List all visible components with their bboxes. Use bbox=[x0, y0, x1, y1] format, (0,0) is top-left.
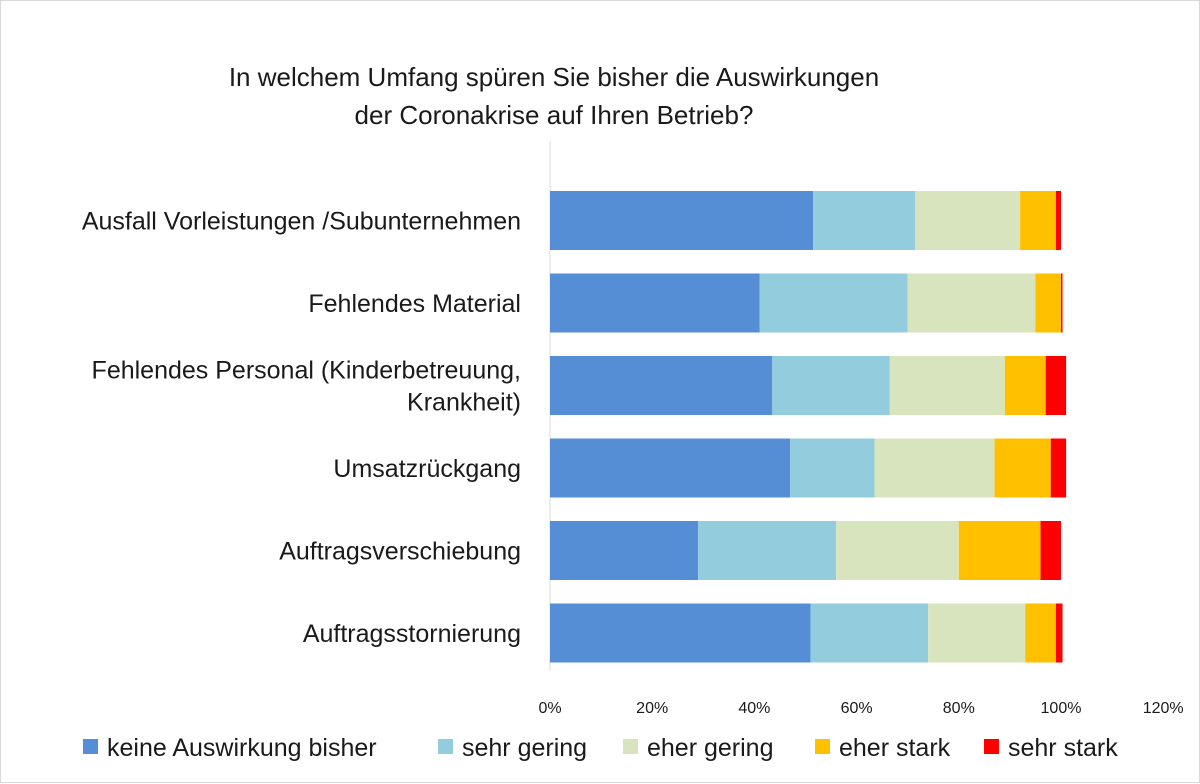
chart-title-line-1: In welchem Umfang spüren Sie bisher die … bbox=[229, 62, 879, 92]
legend-label-2: sehr gering bbox=[462, 734, 587, 762]
legend: keine Auswirkung bisher sehr gering eher g… bbox=[83, 734, 1118, 762]
bar-segment-5-4 bbox=[958, 521, 1041, 580]
bar-segment-2-1 bbox=[550, 273, 760, 333]
category-label-6: Auftragsstornierung bbox=[303, 620, 521, 648]
bar-segment-3-3 bbox=[889, 356, 1005, 415]
legend-label-3: eher gering bbox=[647, 734, 773, 762]
x-tick-label-1: 0% bbox=[538, 700, 561, 717]
bar-segment-6-1 bbox=[550, 603, 811, 663]
bars bbox=[550, 191, 1067, 663]
bar-segment-2-2 bbox=[759, 273, 908, 333]
x-tick-label-2: 20% bbox=[636, 700, 668, 717]
legend-label-1: keine Auswirkung bisher bbox=[107, 734, 377, 762]
category-label-1: Ausfall Vorleistungen /Subunternehmen bbox=[82, 208, 521, 236]
bar-segment-5-1 bbox=[550, 521, 699, 580]
category-labels: Ausfall Vorleistungen /Subunternehmen Feh… bbox=[82, 208, 521, 649]
bar-segment-4-1 bbox=[550, 438, 791, 498]
bar-segment-1-1 bbox=[550, 191, 814, 250]
bar-segment-3-1 bbox=[550, 356, 773, 415]
legend-label-5: sehr stark bbox=[1008, 734, 1118, 762]
category-label-4: Umsatzrückgang bbox=[333, 455, 521, 483]
bar-segment-2-5 bbox=[1061, 273, 1063, 333]
legend-swatch-1 bbox=[83, 739, 98, 754]
bar-segment-3-2 bbox=[772, 356, 890, 415]
bar-segment-4-2 bbox=[790, 438, 875, 498]
chart-title: In welchem Umfang spüren Sie bisher die … bbox=[229, 62, 879, 130]
x-tick-label-4: 60% bbox=[841, 700, 873, 717]
bar-segment-6-2 bbox=[810, 603, 929, 663]
category-label-2: Fehlendes Material bbox=[308, 290, 521, 318]
bar-segment-4-5 bbox=[1050, 438, 1067, 498]
bar-segment-2-3 bbox=[907, 273, 1036, 333]
bar-segment-1-2 bbox=[813, 191, 916, 250]
x-axis-tick-labels: 0% 20% 40% 60% 80% 100% 120% bbox=[538, 700, 1183, 717]
category-label-3-line-2: Krankheit) bbox=[407, 389, 521, 417]
bar-segment-1-5 bbox=[1055, 191, 1061, 250]
x-tick-label-3: 40% bbox=[738, 700, 770, 717]
legend-label-4: eher stark bbox=[839, 734, 951, 762]
legend-swatch-4 bbox=[815, 739, 830, 754]
legend-swatch-2 bbox=[438, 739, 453, 754]
bar-segment-1-4 bbox=[1020, 191, 1056, 250]
category-label-5: Auftragsverschiebung bbox=[279, 538, 521, 566]
x-tick-label-6: 100% bbox=[1041, 700, 1082, 717]
x-tick-label-5: 80% bbox=[943, 700, 975, 717]
legend-swatch-5 bbox=[984, 739, 999, 754]
chart-title-line-2: der Coronakrise auf Ihren Betrieb? bbox=[355, 100, 754, 130]
category-label-3-line-1: Fehlendes Personal (Kinderbetreuung, bbox=[92, 357, 521, 385]
bar-segment-6-5 bbox=[1055, 603, 1063, 663]
bar-segment-5-2 bbox=[698, 521, 837, 580]
bar-segment-4-3 bbox=[874, 438, 995, 498]
bar-segment-5-3 bbox=[836, 521, 959, 580]
bar-segment-5-5 bbox=[1040, 521, 1061, 580]
bar-segment-3-5 bbox=[1045, 356, 1067, 415]
bar-segment-3-4 bbox=[1004, 356, 1046, 415]
bar-segment-1-3 bbox=[915, 191, 1021, 250]
bar-segment-6-3 bbox=[928, 603, 1026, 663]
bar-segment-6-4 bbox=[1025, 603, 1056, 663]
bar-segment-2-4 bbox=[1035, 273, 1061, 333]
bar-segment-4-4 bbox=[994, 438, 1051, 498]
x-tick-label-7: 120% bbox=[1143, 700, 1184, 717]
legend-swatch-3 bbox=[623, 739, 638, 754]
